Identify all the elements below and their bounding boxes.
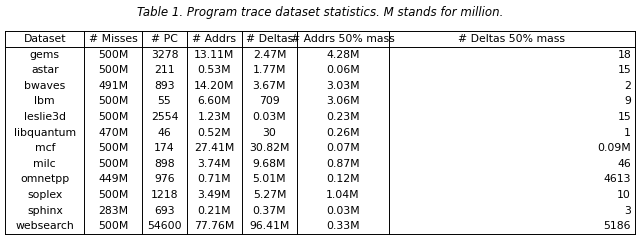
Text: gems: gems	[30, 50, 60, 60]
Text: 491M: 491M	[98, 81, 129, 91]
Text: 0.33M: 0.33M	[326, 221, 360, 231]
Text: 0.03M: 0.03M	[326, 206, 360, 216]
Text: 0.21M: 0.21M	[198, 206, 231, 216]
Text: 77.76M: 77.76M	[194, 221, 235, 231]
Text: 0.37M: 0.37M	[253, 206, 286, 216]
Text: 10: 10	[617, 190, 631, 200]
Text: 1.77M: 1.77M	[253, 65, 286, 75]
Text: 0.03M: 0.03M	[253, 112, 286, 122]
Text: 0.26M: 0.26M	[326, 128, 360, 138]
Text: 0.87M: 0.87M	[326, 159, 360, 169]
Text: leslie3d: leslie3d	[24, 112, 66, 122]
Text: 174: 174	[154, 143, 175, 153]
Text: lbm: lbm	[35, 96, 55, 106]
Text: 500M: 500M	[98, 112, 129, 122]
Text: 0.23M: 0.23M	[326, 112, 360, 122]
Text: 14.20M: 14.20M	[194, 81, 235, 91]
Text: # Addrs 50% mass: # Addrs 50% mass	[291, 34, 395, 44]
Text: 2554: 2554	[151, 112, 178, 122]
Text: 5.01M: 5.01M	[253, 174, 286, 184]
Text: 55: 55	[157, 96, 172, 106]
Text: 709: 709	[259, 96, 280, 106]
Text: 54600: 54600	[147, 221, 182, 231]
Text: 3.06M: 3.06M	[326, 96, 360, 106]
Text: 500M: 500M	[98, 221, 129, 231]
Text: Table 1. Program trace dataset statistics. M stands for million.: Table 1. Program trace dataset statistic…	[137, 6, 503, 19]
Text: 13.11M: 13.11M	[194, 50, 235, 60]
Text: 0.71M: 0.71M	[198, 174, 231, 184]
Text: 0.07M: 0.07M	[326, 143, 360, 153]
Text: 3.67M: 3.67M	[253, 81, 286, 91]
Text: 15: 15	[618, 112, 631, 122]
Text: 500M: 500M	[98, 143, 129, 153]
Text: 96.41M: 96.41M	[249, 221, 290, 231]
Text: 3278: 3278	[151, 50, 178, 60]
Text: milc: milc	[33, 159, 56, 169]
Text: # Misses: # Misses	[89, 34, 138, 44]
Text: 3.74M: 3.74M	[198, 159, 231, 169]
Text: 5186: 5186	[604, 221, 631, 231]
Text: websearch: websearch	[15, 221, 74, 231]
Text: 2: 2	[624, 81, 631, 91]
Text: 9.68M: 9.68M	[253, 159, 286, 169]
Text: 18: 18	[618, 50, 631, 60]
Text: libquantum: libquantum	[13, 128, 76, 138]
Text: astar: astar	[31, 65, 59, 75]
Text: # Addrs: # Addrs	[193, 34, 236, 44]
Text: # Deltas 50% mass: # Deltas 50% mass	[458, 34, 566, 44]
Text: 500M: 500M	[98, 96, 129, 106]
Text: 30: 30	[262, 128, 276, 138]
Text: 9: 9	[624, 96, 631, 106]
Text: 46: 46	[157, 128, 172, 138]
Text: omnetpp: omnetpp	[20, 174, 69, 184]
Text: 6.60M: 6.60M	[198, 96, 231, 106]
Text: 500M: 500M	[98, 190, 129, 200]
Text: 0.12M: 0.12M	[326, 174, 360, 184]
Text: 470M: 470M	[98, 128, 129, 138]
Text: sphinx: sphinx	[27, 206, 63, 216]
Text: 449M: 449M	[98, 174, 129, 184]
Text: 1.23M: 1.23M	[198, 112, 231, 122]
Text: 5.27M: 5.27M	[253, 190, 286, 200]
Text: 500M: 500M	[98, 50, 129, 60]
Text: 0.09M: 0.09M	[597, 143, 631, 153]
Text: 4613: 4613	[604, 174, 631, 184]
Text: bwaves: bwaves	[24, 81, 65, 91]
Text: 1: 1	[624, 128, 631, 138]
Text: 693: 693	[154, 206, 175, 216]
Text: 27.41M: 27.41M	[194, 143, 235, 153]
Text: 211: 211	[154, 65, 175, 75]
Text: 0.52M: 0.52M	[198, 128, 231, 138]
Text: 3.49M: 3.49M	[198, 190, 231, 200]
Text: 283M: 283M	[98, 206, 129, 216]
Text: 898: 898	[154, 159, 175, 169]
Text: 500M: 500M	[98, 65, 129, 75]
Text: 15: 15	[618, 65, 631, 75]
Text: 976: 976	[154, 174, 175, 184]
Text: # Deltas: # Deltas	[246, 34, 293, 44]
Text: 0.53M: 0.53M	[198, 65, 231, 75]
Text: 0.06M: 0.06M	[326, 65, 360, 75]
Text: 46: 46	[618, 159, 631, 169]
Text: 3: 3	[624, 206, 631, 216]
Text: 3.03M: 3.03M	[326, 81, 360, 91]
Text: 2.47M: 2.47M	[253, 50, 286, 60]
Text: soplex: soplex	[27, 190, 63, 200]
Text: 1218: 1218	[151, 190, 178, 200]
Text: 1.04M: 1.04M	[326, 190, 360, 200]
Text: 30.82M: 30.82M	[249, 143, 290, 153]
Text: mcf: mcf	[35, 143, 55, 153]
Text: 893: 893	[154, 81, 175, 91]
Text: # PC: # PC	[151, 34, 178, 44]
Text: 500M: 500M	[98, 159, 129, 169]
Text: Dataset: Dataset	[24, 34, 66, 44]
Text: 4.28M: 4.28M	[326, 50, 360, 60]
